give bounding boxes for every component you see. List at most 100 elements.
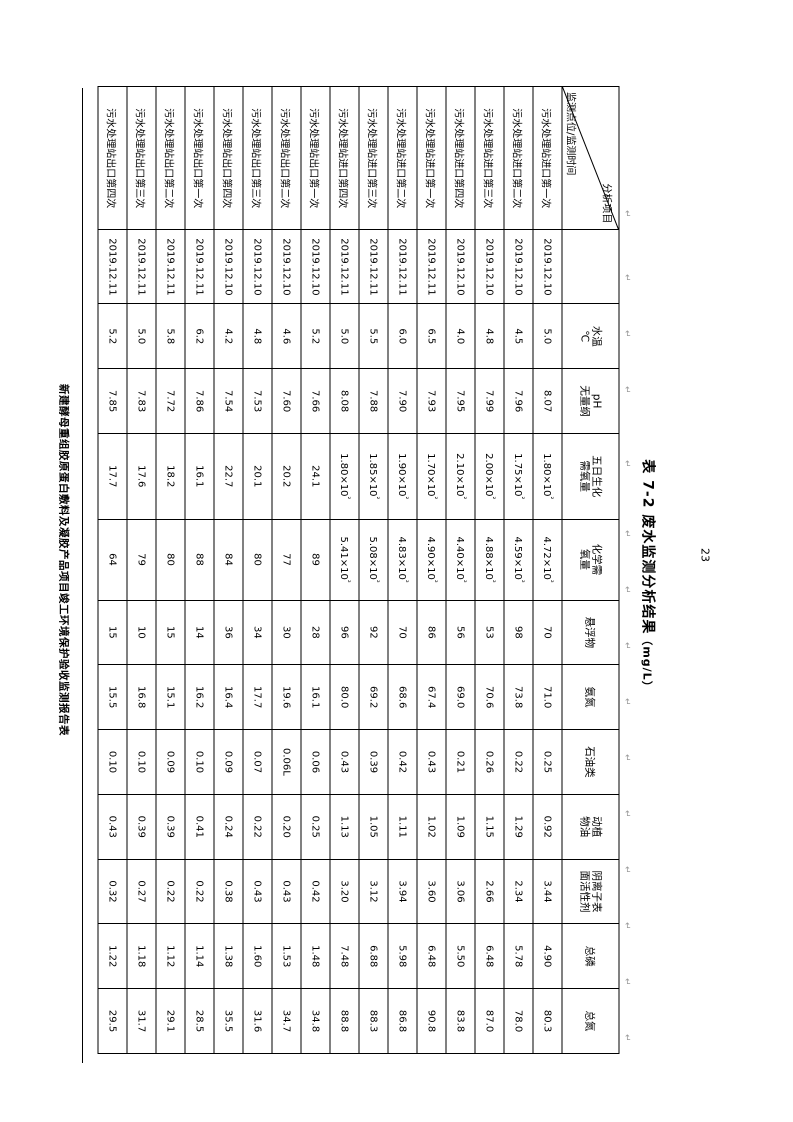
col-header-temp-name: 水温 [590, 325, 603, 347]
cell-nh3n: 16.1 [300, 664, 330, 730]
cell-ss: 70 [387, 600, 417, 665]
cell-cod: 4.59×10² [503, 519, 533, 601]
cell-tp: 5.98 [387, 923, 417, 989]
cell-site: 污水处理站进口第一次 [532, 86, 562, 230]
cell-ss: 14 [184, 600, 214, 665]
cell-tn: 90.8 [416, 988, 446, 1054]
table-row: 污水处理站进口第二次 2019.12.11 6.0 7.90 1.90×10² 4.83×… [387, 86, 417, 1054]
cell-ss: 56 [445, 600, 475, 665]
cell-cod: 4.40×10² [445, 519, 475, 601]
cell-bod5: 1.80×10² [532, 433, 562, 520]
cell-ss: 53 [474, 600, 504, 665]
col-header-surfactant-unit: 面活性剂 [578, 870, 590, 913]
running-header-text: 新建酵母重组胶原蛋白敷料及凝胶产品项目竣工环境保护验收监测报告表 [57, 384, 70, 736]
cell-ph: 7.93 [416, 368, 446, 434]
table-title-main: 表 7-2 废水监测分析结果 [639, 459, 655, 635]
cell-bod5: 1.75×10² [503, 433, 533, 520]
cell-tn: 31.6 [242, 988, 272, 1054]
cell-cod: 80 [242, 519, 272, 601]
cell-date: 2019.12.11 [416, 229, 446, 304]
cell-ss: 92 [358, 600, 388, 665]
cell-temp: 4.8 [474, 303, 504, 369]
col-header-surfactant: 阴离子表 面活性剂 [561, 859, 619, 924]
cell-temp: 4.2 [213, 303, 243, 369]
cell-ss: 15 [155, 600, 185, 665]
col-header-bod5-name: 五日生化 [590, 455, 603, 498]
cell-tp: 1.22 [97, 923, 127, 989]
cell-tp: 7.48 [329, 923, 359, 989]
cell-animal-oil: 1.05 [358, 794, 388, 860]
cell-site: 污水处理站进口第一次 [416, 86, 446, 230]
cell-temp: 6.0 [387, 303, 417, 369]
cell-oil: 0.06 [300, 729, 330, 795]
cell-ph: 7.99 [474, 368, 504, 434]
cell-animal-oil: 1.02 [416, 794, 446, 860]
cell-ss: 98 [503, 600, 533, 665]
cell-tp: 4.90 [532, 923, 562, 989]
cell-ss: 86 [416, 600, 446, 665]
col-header-cod-name: 化学需 [590, 543, 603, 576]
cell-ss: 15 [97, 600, 127, 665]
cell-temp: 5.2 [97, 303, 127, 369]
cell-ss: 70 [532, 600, 562, 665]
cell-cod: 4.83×10² [387, 519, 417, 601]
line-break-mark: ↵ [621, 274, 631, 282]
line-break-mark: ↵ [621, 586, 631, 594]
line-break-mark: ↵ [621, 698, 631, 706]
cell-bod5: 22.7 [213, 433, 243, 520]
cell-bod5: 1.85×10² [358, 433, 388, 520]
col-header-oil: 石油类 [561, 729, 619, 795]
cell-temp: 4.0 [445, 303, 475, 369]
cell-oil: 0.06L [271, 729, 301, 795]
cell-temp: 5.0 [532, 303, 562, 369]
col-header-ph-unit: 无量纲 [578, 385, 590, 417]
cell-ss: 10 [126, 600, 156, 665]
cell-surfactant: 3.20 [329, 859, 359, 924]
line-break-mark: ↵ [621, 754, 631, 762]
cell-nh3n: 16.4 [213, 664, 243, 730]
cell-tn: 34.8 [300, 988, 330, 1054]
table-row: 污水处理站出口第二次 2019.12.11 5.8 7.72 18.2 80 15 15.1 0… [155, 86, 185, 1054]
cell-nh3n: 70.6 [474, 664, 504, 730]
cell-site: 污水处理站进口第三次 [474, 86, 504, 230]
cell-surfactant: 3.06 [445, 859, 475, 924]
cell-cod: 79 [126, 519, 156, 601]
cell-temp: 5.5 [358, 303, 388, 369]
cell-nh3n: 69.2 [358, 664, 388, 730]
cell-ph: 8.07 [532, 368, 562, 434]
cell-bod5: 1.90×10² [387, 433, 417, 520]
cell-cod: 89 [300, 519, 330, 601]
cell-animal-oil: 1.29 [503, 794, 533, 860]
cell-site: 污水处理站出口第二次 [271, 86, 301, 230]
cell-cod: 88 [184, 519, 214, 601]
cell-oil: 0.39 [358, 729, 388, 795]
col-header-surfactant-name: 阴离子表 [590, 870, 603, 913]
table-row: 污水处理站出口第一次 2019.12.11 6.2 7.86 16.1 88 14 16.2 0… [184, 86, 214, 1054]
table-row: 污水处理站进口第三次 2019.12.11 5.5 7.88 1.85×10² 5.08×… [358, 86, 388, 1054]
cell-temp: 5.0 [126, 303, 156, 369]
cell-animal-oil: 0.43 [97, 794, 127, 860]
cell-surfactant: 0.38 [213, 859, 243, 924]
cell-oil: 0.22 [503, 729, 533, 795]
cell-site: 污水处理站出口第四次 [213, 86, 243, 230]
corner-top-label: 分析项目 [600, 183, 611, 224]
cell-tp: 1.12 [155, 923, 185, 989]
line-break-mark: ↵ [621, 810, 631, 818]
cell-ph: 7.88 [358, 368, 388, 434]
cell-tp: 1.48 [300, 923, 330, 989]
col-header-cod: 化学需 氧量 [561, 519, 619, 601]
cell-ph: 7.85 [97, 368, 127, 434]
cell-oil: 0.26 [474, 729, 504, 795]
cell-bod5: 24.1 [300, 433, 330, 520]
cell-date: 2019.12.10 [503, 229, 533, 304]
cell-surfactant: 3.12 [358, 859, 388, 924]
cell-animal-oil: 0.22 [242, 794, 272, 860]
cell-ph: 7.83 [126, 368, 156, 434]
cell-tp: 6.88 [358, 923, 388, 989]
col-header-ph: pH 无量纲 [561, 368, 619, 434]
cell-animal-oil: 0.20 [271, 794, 301, 860]
cell-date: 2019.12.10 [271, 229, 301, 304]
cell-ph: 7.95 [445, 368, 475, 434]
cell-ph: 7.66 [300, 368, 330, 434]
